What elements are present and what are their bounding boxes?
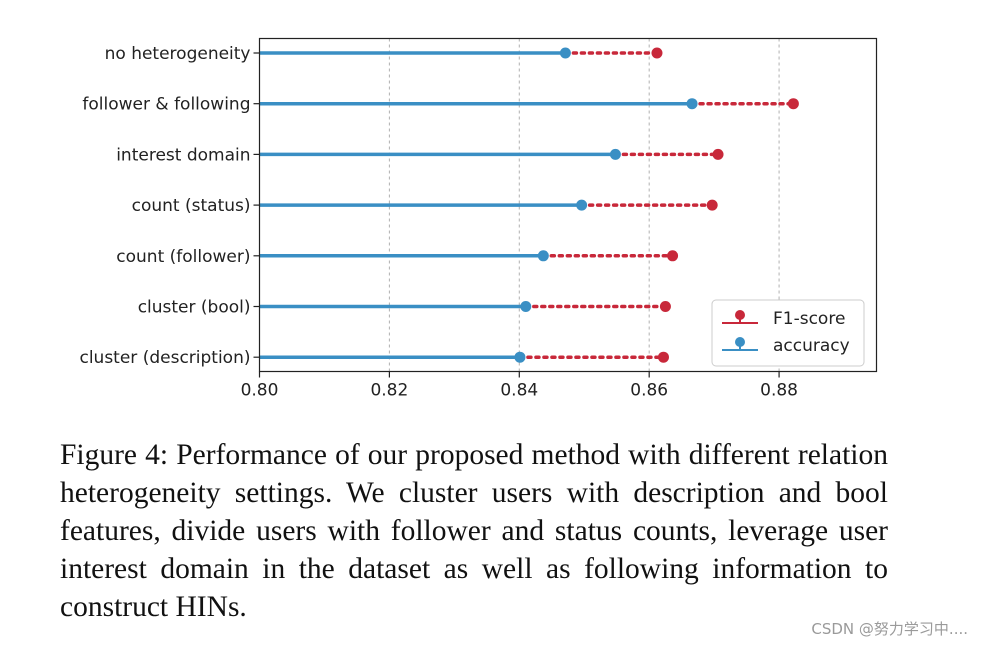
y-tick-label: follower & following xyxy=(82,95,250,115)
x-tick-label: 0.84 xyxy=(500,381,538,401)
accuracy-point xyxy=(686,98,698,110)
x-tick-label: 0.80 xyxy=(241,381,279,401)
y-tick-label: count (follower) xyxy=(116,247,250,267)
y-tick-label: cluster (description) xyxy=(79,348,250,368)
data-points xyxy=(514,47,799,363)
f1-point xyxy=(667,250,679,262)
y-tick-label: interest domain xyxy=(116,145,250,165)
legend-accuracy-marker xyxy=(735,337,745,347)
y-tick-label: cluster (bool) xyxy=(138,298,251,318)
watermark: CSDN @努力学习中.... xyxy=(811,620,968,638)
figure-caption: Figure 4: Performance of our proposed me… xyxy=(60,439,888,623)
f1-point xyxy=(651,47,663,59)
x-tick-label: 0.82 xyxy=(370,381,408,401)
f1-point xyxy=(712,148,724,160)
y-tick-label: no heterogeneity xyxy=(105,44,251,64)
legend-f1-marker xyxy=(735,310,745,320)
accuracy-point xyxy=(559,47,571,59)
f1-point xyxy=(657,351,669,363)
f1-point xyxy=(787,98,799,110)
accuracy-point xyxy=(514,351,526,363)
accuracy-point xyxy=(576,199,588,211)
legend: F1-score accuracy xyxy=(711,299,865,367)
accuracy-point xyxy=(609,148,621,160)
x-tick-label: 0.86 xyxy=(630,381,668,401)
stems xyxy=(259,51,796,359)
legend-accuracy-label: accuracy xyxy=(773,336,850,356)
x-axis: 0.80 0.82 0.84 0.86 0.88 xyxy=(241,371,798,401)
y-tick-label: count (status) xyxy=(132,196,251,216)
y-axis: no heterogeneity follower & following inte… xyxy=(79,44,260,368)
accuracy-point xyxy=(537,250,549,262)
f1-point xyxy=(659,301,671,312)
legend-f1-label: F1-score xyxy=(773,309,845,329)
accuracy-point xyxy=(520,301,532,312)
x-tick-label: 0.88 xyxy=(760,381,798,401)
f1-point xyxy=(706,199,718,211)
lollipop-chart: no heterogeneity follower & following inte… xyxy=(79,37,878,401)
